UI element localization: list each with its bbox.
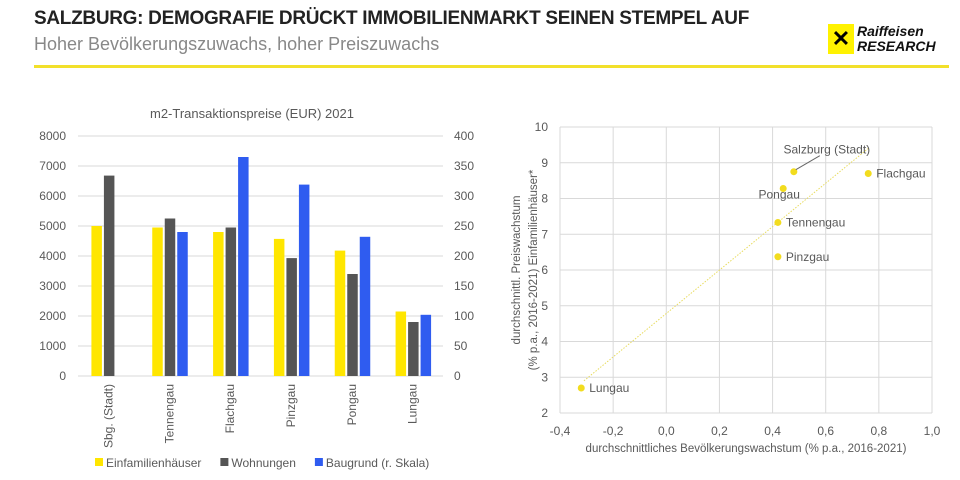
y-tick-label: 1000	[39, 339, 66, 353]
y-tick-label: 4	[541, 335, 548, 349]
y-tick-label: 9	[541, 156, 548, 170]
y-tick-label: 8000	[39, 129, 66, 143]
bar-einfamilienhäuser	[334, 250, 346, 376]
y-tick-label: 7	[541, 227, 548, 241]
y-tick-label: 10	[535, 120, 549, 134]
y2-tick-label: 350	[454, 159, 474, 173]
bar-wohnungen	[225, 227, 237, 376]
point-label: Lungau	[589, 381, 629, 395]
x-tick-label: 0,6	[817, 424, 834, 438]
bar-wohnungen	[103, 175, 115, 376]
bar-chart-title: m2-Transaktionspreise (EUR) 2021	[150, 106, 354, 121]
y-axis-label: durchschnittl. Preiswachstum	[511, 196, 523, 345]
bar-einfamilienhäuser	[395, 311, 407, 376]
y2-tick-label: 250	[454, 219, 474, 233]
x-tick-label: Lungau	[406, 384, 420, 424]
y-tick-label: 3	[541, 370, 548, 384]
point-label: Salzburg (Stadt)	[783, 143, 870, 157]
data-point	[774, 218, 782, 226]
y-tick-label: 6	[541, 263, 548, 277]
y-tick-label: 3000	[39, 279, 66, 293]
leader-line	[795, 155, 821, 171]
x-tick-label: Tennengau	[162, 384, 176, 443]
data-point	[779, 184, 787, 192]
bar-wohnungen	[286, 258, 297, 376]
bar-einfamilienhäuser	[152, 227, 163, 376]
page-subtitle: Hoher Bevölkerungszuwachs, hoher Preiszu…	[34, 34, 440, 54]
raiffeisen-logo: ✕ Raiffeisen RESEARCH	[828, 24, 936, 54]
x-tick-label: 0,4	[764, 424, 781, 438]
bar-baugrund	[177, 232, 188, 376]
bar-einfamilienhäuser	[213, 232, 224, 376]
page-title: SALZBURG: DEMOGRAFIE DRÜCKT IMMOBILIENMA…	[34, 8, 749, 29]
bar-wohnungen	[164, 218, 176, 376]
y2-tick-label: 200	[454, 249, 474, 263]
x-tick-label: -0,4	[550, 424, 571, 438]
x-tick-label: Pongau	[345, 384, 359, 425]
bar-einfamilienhäuser	[273, 238, 285, 376]
y2-tick-label: 300	[454, 189, 474, 203]
y-tick-label: 7000	[39, 159, 66, 173]
y-axis-label: (% p.a., 2016-2021) Einfamilienhäuser*	[528, 169, 540, 370]
y-tick-label: 8	[541, 192, 548, 206]
legend-label: Wohnungen	[231, 456, 296, 470]
legend-swatch	[95, 458, 103, 466]
y2-tick-label: 50	[454, 339, 468, 353]
x-axis-label: durchschnittliches Bevölkerungswachstum …	[586, 443, 907, 455]
point-label: Tennengau	[786, 215, 845, 229]
x-tick-label: 1,0	[924, 424, 941, 438]
point-label: Pinzgau	[786, 250, 829, 264]
x-tick-label: -0,2	[603, 424, 624, 438]
logo-line2: RESEARCH	[857, 38, 936, 54]
bar-baugrund	[359, 236, 371, 376]
legend-label: Baugrund (r. Skala)	[326, 456, 429, 470]
y2-tick-label: 0	[454, 369, 461, 383]
bar-baugrund	[238, 157, 249, 376]
data-point	[864, 169, 872, 177]
bar-wohnungen	[408, 322, 419, 376]
y2-tick-label: 100	[454, 309, 474, 323]
y-tick-label: 5	[541, 299, 548, 313]
y-tick-label: 4000	[39, 249, 66, 263]
bar-einfamilienhäuser	[91, 226, 102, 376]
x-tick-label: 0,8	[871, 424, 888, 438]
bar-baugrund	[420, 314, 432, 376]
trendline	[583, 148, 869, 382]
y-tick-label: 6000	[39, 189, 66, 203]
x-tick-label: Pinzgau	[284, 384, 298, 427]
data-point	[577, 384, 585, 392]
y-tick-label: 0	[59, 369, 66, 383]
legend-label: Einfamilienhäuser	[106, 456, 201, 470]
y-tick-label: 2	[541, 406, 548, 420]
x-tick-label: 0,2	[711, 424, 728, 438]
point-label: Pongau	[759, 187, 800, 201]
data-point	[774, 253, 782, 261]
crossed-gables-icon: ✕	[828, 24, 854, 54]
data-point	[790, 168, 798, 176]
x-tick-label: Flachgau	[223, 384, 237, 433]
divider	[34, 65, 949, 68]
legend-swatch	[220, 458, 229, 466]
y2-tick-label: 400	[454, 129, 474, 143]
bar-wohnungen	[347, 274, 358, 376]
x-tick-label: 0,0	[658, 424, 675, 438]
logo-line1: Raiffeisen	[857, 23, 924, 39]
x-tick-label: Sbg. (Stadt)	[101, 384, 115, 448]
y2-tick-label: 150	[454, 279, 474, 293]
point-label: Flachgau	[876, 166, 925, 180]
legend-swatch	[314, 458, 323, 466]
bar-baugrund	[298, 184, 310, 376]
y-tick-label: 2000	[39, 309, 66, 323]
y-tick-label: 5000	[39, 219, 66, 233]
